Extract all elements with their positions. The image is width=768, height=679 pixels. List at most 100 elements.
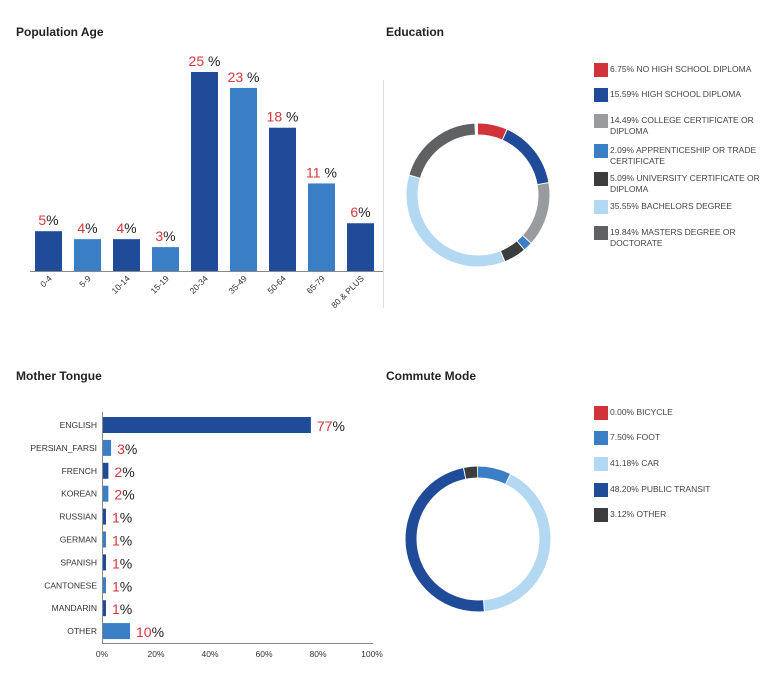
x-tick-80%: 80%	[309, 649, 326, 659]
tick-label-5-9: 5-9	[77, 273, 93, 289]
legend-item: 19.84% MASTERS DEGREE OR DOCTORATE	[594, 226, 768, 249]
legend-swatch	[594, 114, 608, 128]
legend-item: 6.75% NO HIGH SCHOOL DIPLOMA	[594, 63, 768, 77]
legend-item: 14.49% COLLEGE CERTIFICATE OR DIPLOMA	[594, 114, 768, 137]
x-tick-0%: 0%	[96, 649, 109, 659]
population-age-title: Population Age	[16, 25, 104, 39]
x-tick-60%: 60%	[255, 649, 272, 659]
slice-3	[405, 466, 551, 612]
legend-item: 5.09% UNIVERSITY CERTIFICATE OR DIPLOMA	[594, 172, 768, 195]
mother-tongue-title: Mother Tongue	[16, 369, 102, 383]
data-label-number: 1	[112, 533, 120, 549]
legend-swatch	[594, 483, 608, 497]
legend-item: 7.50% FOOT	[594, 431, 768, 445]
legend-label: 15.59% HIGH SCHOOL DIPLOMA	[610, 89, 742, 99]
data-label-GERMAN: 1%	[112, 533, 132, 549]
bar-MANDARIN	[103, 600, 106, 617]
bar-20-34	[191, 72, 218, 271]
legend-swatch	[594, 406, 608, 420]
data-label-number: 11	[306, 164, 321, 180]
data-label-CANTONESE: 1%	[112, 578, 132, 594]
data-label-number: 77	[317, 418, 333, 434]
x-tick-40%: 40%	[201, 649, 218, 659]
commute-mode-title: Commute Mode	[386, 369, 476, 383]
slice-2	[405, 466, 551, 612]
bar-50-64	[269, 127, 296, 271]
legend-item: 35.55% BACHELORS DEGREE	[594, 200, 768, 214]
data-label-suffix: %	[120, 601, 132, 617]
tick-label-35-49: 35-49	[226, 273, 249, 296]
data-label-suffix: %	[124, 220, 136, 236]
data-label-suffix: %	[120, 533, 132, 549]
data-label-number: 3	[155, 228, 163, 244]
data-label-number: 4	[116, 220, 124, 236]
legend-swatch	[594, 457, 608, 471]
data-label-number: 25	[189, 53, 205, 69]
data-label-FRENCH: 2%	[114, 464, 134, 480]
legend-label: 3.12% OTHER	[610, 509, 667, 519]
bar-SPANISH	[103, 554, 106, 571]
legend-swatch	[594, 144, 608, 158]
data-label-number: 18	[267, 109, 283, 125]
data-label-number: 2	[114, 487, 122, 503]
data-label-20-34: 25 %	[189, 53, 221, 69]
legend-label: 41.18% CAR	[610, 458, 660, 468]
bar-10-14	[113, 239, 140, 271]
legend-swatch	[594, 226, 608, 240]
tick-label-15-19: 15-19	[148, 273, 171, 296]
data-label-suffix: %	[204, 53, 220, 69]
data-label-65-79: 11 %	[306, 164, 337, 180]
bar-65-79	[308, 183, 335, 271]
data-label-suffix: %	[332, 418, 344, 434]
bar-15-19	[152, 247, 179, 271]
legend-label: 6.75% NO HIGH SCHOOL DIPLOMA	[610, 64, 752, 74]
legend-label: 35.55% BACHELORS DEGREE	[610, 201, 732, 211]
data-label-0-4: 5%	[38, 212, 58, 228]
bar-CANTONESE	[103, 577, 106, 594]
category-label-OTHER: OTHER	[67, 626, 97, 636]
data-label-suffix: %	[152, 624, 164, 640]
data-label-suffix: %	[122, 464, 134, 480]
data-label-suffix: %	[321, 164, 337, 180]
legend-swatch	[594, 88, 608, 102]
category-label-GERMAN: GERMAN	[60, 535, 97, 545]
x-tick-20%: 20%	[147, 649, 164, 659]
bar-80 & PLUS	[347, 223, 374, 271]
bar-FRENCH	[103, 462, 109, 479]
legend-label: 14.49% COLLEGE CERTIFICATE OR DIPLOMA	[610, 115, 754, 136]
slice-5	[406, 123, 550, 267]
legend-label: 2.09% APPRENTICESHIP OR TRADE CERTIFICAT…	[610, 145, 757, 166]
legend-label: 19.84% MASTERS DEGREE OR DOCTORATE	[610, 227, 736, 248]
slice-2	[406, 123, 550, 267]
data-label-KOREAN: 2%	[114, 487, 134, 503]
legend-swatch	[594, 508, 608, 522]
data-label-suffix: %	[120, 555, 132, 571]
bar-35-49	[230, 87, 257, 271]
data-label-80 & PLUS: 6%	[350, 204, 370, 220]
category-label-FRENCH: FRENCH	[62, 466, 97, 476]
slice-1	[405, 466, 551, 612]
legend-item: 41.18% CAR	[594, 457, 768, 471]
tick-label-10-14: 10-14	[109, 273, 132, 296]
legend-item: 3.12% OTHER	[594, 508, 768, 522]
bar-KOREAN	[103, 485, 109, 502]
data-label-number: 2	[114, 464, 122, 480]
data-label-suffix: %	[85, 220, 97, 236]
data-label-ENGLISH: 77%	[317, 418, 345, 434]
data-label-number: 10	[136, 624, 152, 640]
bar-0-4	[35, 231, 62, 271]
legend-label: 0.00% BICYCLE	[610, 407, 673, 417]
data-label-OTHER: 10%	[136, 624, 164, 640]
data-label-SPANISH: 1%	[112, 555, 132, 571]
legend-item: 48.20% PUBLIC TRANSIT	[594, 483, 768, 497]
bar-ENGLISH	[103, 417, 311, 433]
tick-label-80 & PLUS: 80 & PLUS	[329, 273, 366, 310]
data-label-number: 1	[112, 601, 120, 617]
category-label-RUSSIAN: RUSSIAN	[59, 512, 97, 522]
legend-swatch	[594, 172, 608, 186]
data-label-suffix: %	[243, 69, 259, 85]
data-label-50-64: 18 %	[267, 109, 299, 125]
category-label-PERSIAN_FARSI: PERSIAN_FARSI	[30, 443, 97, 453]
